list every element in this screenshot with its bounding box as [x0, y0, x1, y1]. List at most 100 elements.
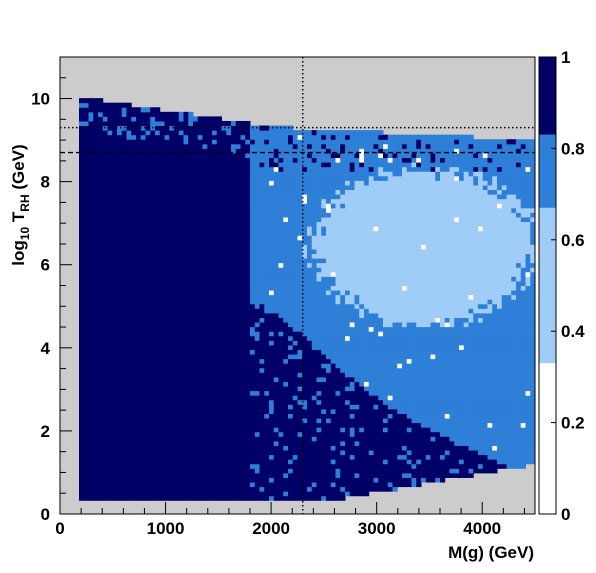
- heatmap-cell: [254, 130, 260, 136]
- heatmap-cell: [302, 482, 308, 488]
- heatmap-cell: [202, 395, 208, 401]
- heatmap-cell: [193, 445, 199, 451]
- heatmap-cell: [207, 230, 213, 236]
- heatmap-cell: [212, 390, 218, 396]
- heatmap-cell: [340, 404, 346, 410]
- heatmap-cell: [107, 413, 113, 419]
- heatmap-cell: [359, 308, 365, 314]
- heatmap-cell: [126, 472, 132, 478]
- heatmap-cell: [221, 134, 227, 140]
- heatmap-cell: [169, 376, 175, 382]
- heatmap-cell: [307, 450, 313, 456]
- heatmap-cell: [292, 216, 298, 223]
- heatmap-cell: [174, 216, 180, 223]
- heatmap-cell: [231, 459, 237, 465]
- heatmap-cell: [207, 468, 213, 474]
- heatmap-cell: [297, 198, 303, 204]
- heatmap-cell: [145, 116, 151, 122]
- heatmap-cell: [330, 189, 336, 195]
- heatmap-cell: [140, 125, 146, 131]
- heatmap-cell: [136, 194, 142, 200]
- heatmap-cell: [345, 459, 351, 465]
- heatmap-cell: [98, 372, 104, 378]
- heatmap-cell: [297, 335, 303, 341]
- heatmap-cell: [288, 148, 294, 154]
- heatmap-cell: [321, 308, 327, 314]
- heatmap-cell: [202, 308, 208, 314]
- heatmap-cell: [273, 157, 279, 163]
- heatmap-cell: [240, 244, 246, 250]
- heatmap-cell: [197, 203, 203, 209]
- heatmap-cell: [178, 276, 184, 282]
- heatmap-cell: [216, 248, 222, 255]
- heatmap-cell: [188, 212, 194, 218]
- heatmap-cell: [311, 495, 317, 501]
- heatmap-cell: [245, 166, 251, 172]
- heatmap-cell: [164, 189, 170, 195]
- heatmap-cell: [145, 440, 151, 446]
- heatmap-cell: [326, 399, 332, 405]
- heatmap-cell: [150, 175, 156, 181]
- heatmap-cell: [150, 450, 156, 456]
- heatmap-cell: [140, 440, 146, 446]
- heatmap-cell: [297, 180, 303, 186]
- heatmap-cell: [155, 422, 161, 428]
- heatmap-cell: [326, 143, 332, 149]
- heatmap-cell: [112, 166, 118, 172]
- heatmap-cell: [159, 326, 165, 332]
- heatmap-cell: [302, 436, 308, 442]
- heatmap-cell: [145, 358, 151, 364]
- heatmap-cell: [340, 271, 346, 277]
- heatmap-cell: [169, 472, 175, 478]
- heatmap-cell: [169, 171, 175, 177]
- heatmap-cell: [240, 134, 246, 140]
- heatmap-cell: [359, 454, 365, 460]
- heatmap-cell: [226, 340, 232, 346]
- heatmap-cell: [273, 258, 279, 264]
- heatmap-cell: [321, 184, 327, 191]
- heatmap-cell: [112, 418, 118, 424]
- heatmap-cell: [340, 344, 346, 350]
- heatmap-cell: [316, 418, 322, 424]
- heatmap-cell: [88, 226, 94, 232]
- heatmap-cell: [297, 134, 303, 140]
- heatmap-cell: [259, 445, 265, 451]
- heatmap-cell: [93, 299, 99, 305]
- heatmap-cell: [117, 358, 123, 364]
- heatmap-cell: [93, 326, 99, 332]
- heatmap-cell: [121, 212, 127, 218]
- heatmap-cell: [136, 216, 142, 223]
- heatmap-cell: [311, 244, 317, 250]
- heatmap-cell: [335, 162, 341, 168]
- heatmap-cell: [136, 381, 142, 387]
- heatmap-cell: [174, 344, 180, 350]
- heatmap-cell: [126, 157, 132, 163]
- heatmap-cell: [140, 358, 146, 364]
- heatmap-cell: [330, 317, 336, 323]
- heatmap-cell: [216, 198, 222, 204]
- heatmap-cell: [202, 212, 208, 218]
- heatmap-cell: [155, 152, 161, 159]
- heatmap-cell: [83, 175, 89, 181]
- heatmap-cell: [221, 166, 227, 172]
- heatmap-cell: [283, 454, 289, 460]
- heatmap-cell: [98, 134, 104, 140]
- heatmap-cell: [321, 459, 327, 465]
- heatmap-cell: [131, 363, 137, 369]
- heatmap-cell: [88, 107, 94, 113]
- heatmap-cell: [207, 413, 213, 419]
- heatmap-cell: [335, 166, 341, 172]
- heatmap-cell: [207, 367, 213, 373]
- heatmap-cell: [316, 386, 322, 392]
- heatmap-cell: [349, 340, 355, 346]
- heatmap-cell: [88, 290, 94, 296]
- heatmap-cell: [245, 477, 251, 483]
- heatmap-cell: [178, 381, 184, 387]
- heatmap-cell: [226, 162, 232, 168]
- heatmap-cell: [174, 194, 180, 200]
- heatmap-cell: [88, 340, 94, 346]
- heatmap-cell: [288, 299, 294, 305]
- heatmap-cell: [359, 491, 365, 497]
- heatmap-cell: [169, 148, 175, 154]
- heatmap-cell: [164, 216, 170, 223]
